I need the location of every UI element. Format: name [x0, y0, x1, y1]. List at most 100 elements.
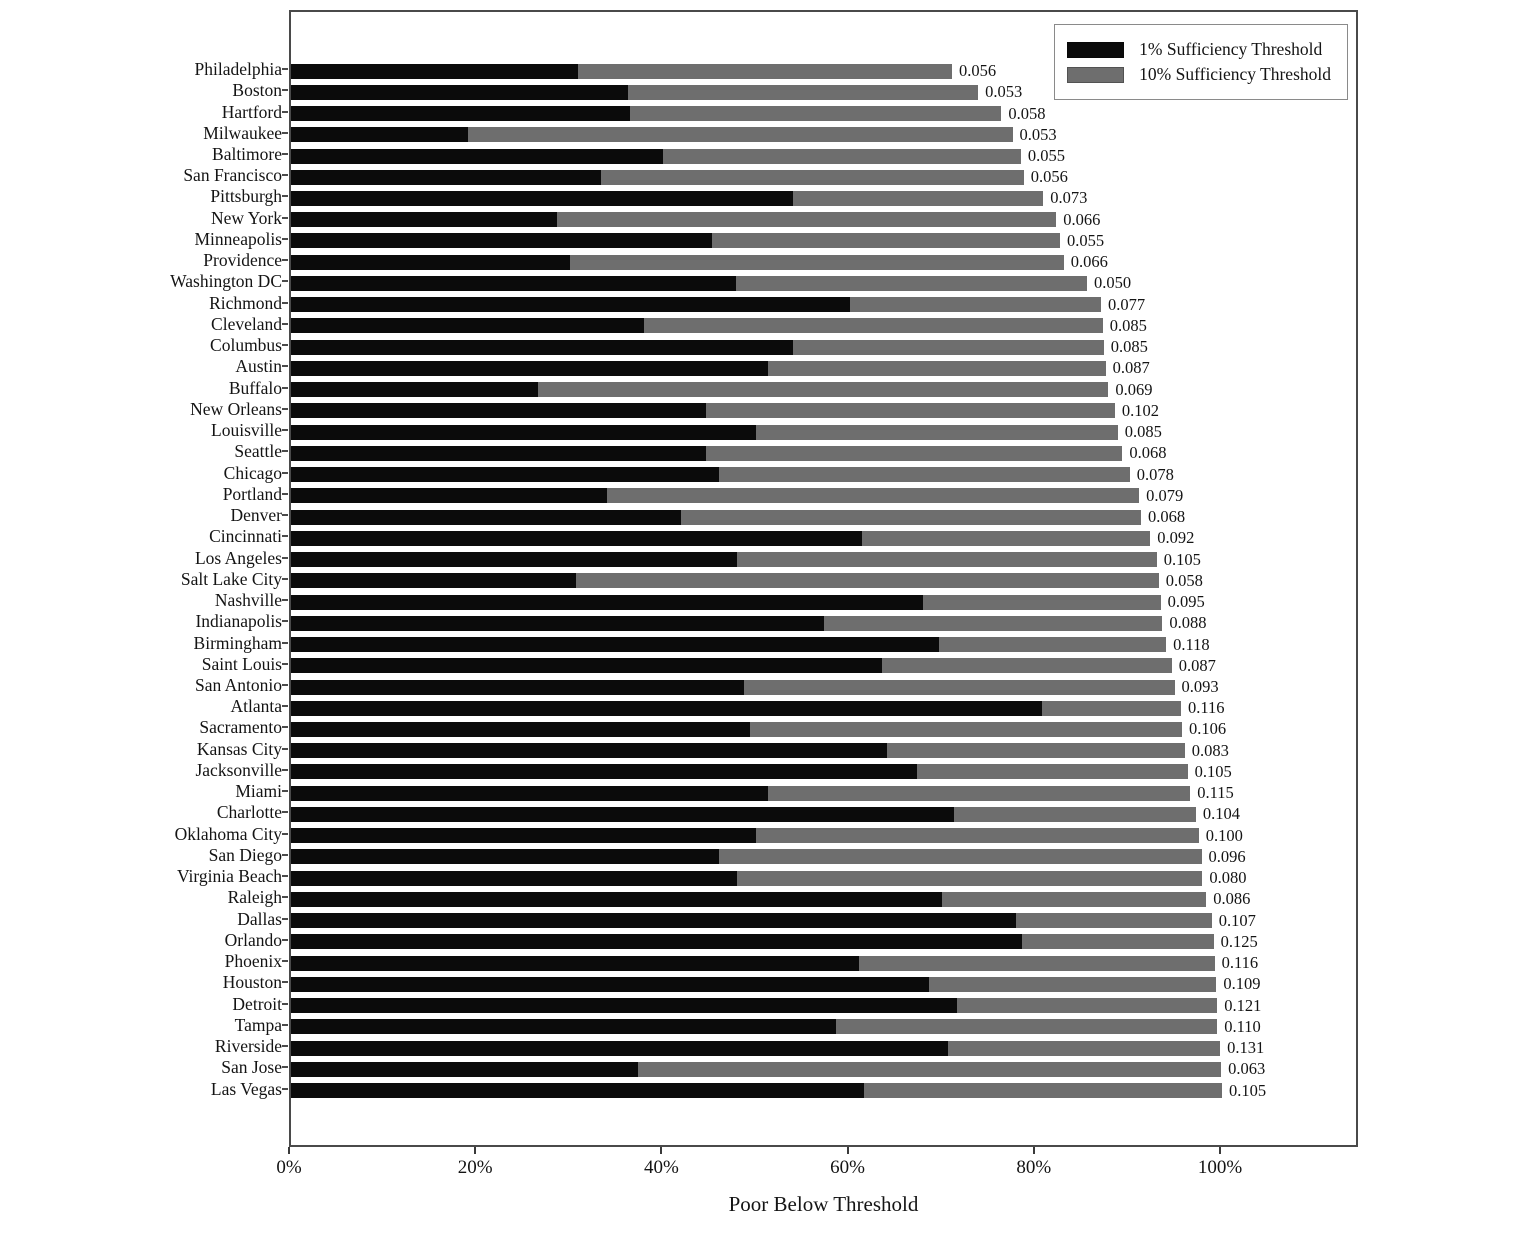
bar-1pct [291, 254, 571, 270]
bar-value-label: 0.068 [1148, 507, 1186, 526]
bar-value-label: 0.092 [1157, 528, 1195, 548]
bar-value-label: 0.056 [959, 61, 997, 80]
x-tick-label: 60% [830, 1157, 865, 1178]
category-label: Philadelphia [194, 59, 282, 79]
x-tick-label: 20% [457, 1157, 493, 1178]
category-label: New Orleans [190, 398, 282, 419]
bar-value-label: 0.069 [1115, 379, 1153, 399]
bar-1pct [291, 976, 929, 992]
bar-1pct [291, 828, 756, 844]
bar-value-label: 0.078 [1136, 464, 1174, 484]
legend-swatch [1067, 41, 1125, 58]
category-label: Portland [222, 483, 282, 504]
bar-1pct [291, 84, 628, 100]
bar-1pct [291, 573, 576, 589]
bar-1pct [291, 233, 712, 249]
bar-value-label: 0.088 [1169, 613, 1207, 633]
bar-value-label: 0.079 [1146, 485, 1184, 505]
bar-value-label: 0.105 [1194, 761, 1232, 781]
bar-value-label: 0.104 [1202, 804, 1241, 824]
bar-1pct [291, 190, 793, 206]
bar-value-label: 0.068 [1129, 443, 1167, 463]
category-tick [282, 131, 288, 134]
bar-1pct [291, 339, 793, 355]
bar-value-label: 0.085 [1109, 315, 1147, 335]
category-tick [282, 1087, 288, 1090]
bar-value-label: 0.058 [1008, 103, 1046, 123]
category-tick [282, 1066, 288, 1069]
category-tick [282, 1002, 288, 1005]
category-label: Detroit [232, 993, 282, 1014]
category-label: Austin [235, 356, 282, 377]
category-label: Birmingham [193, 632, 282, 653]
category-tick [282, 726, 288, 729]
bar-value-label: 0.106 [1189, 719, 1227, 739]
x-tick [660, 1147, 663, 1154]
bar-1pct [291, 637, 939, 652]
bar-value-label: 0.066 [1063, 209, 1101, 229]
category-label: Pittsburgh [210, 186, 282, 207]
bar-1pct [291, 106, 630, 121]
bar-1pct [291, 998, 957, 1014]
category-label: Cincinnati [209, 526, 282, 547]
x-axis-title: Poor Below Threshold [728, 1192, 919, 1216]
bar-value-label: 0.055 [1067, 230, 1105, 250]
x-tick-label: 80% [1016, 1157, 1052, 1178]
bar-value-label: 0.107 [1218, 910, 1256, 930]
bar-1pct [291, 275, 736, 291]
bar-1pct [291, 148, 664, 164]
category-label: Phoenix [224, 951, 282, 972]
bar-value-label: 0.087 [1112, 358, 1150, 378]
category-label: Charlotte [216, 802, 282, 823]
plot-area: 1% Sufficiency Threshold 10% Sufficiency … [289, 10, 1358, 1147]
x-tick [1219, 1147, 1221, 1154]
category-tick [282, 174, 288, 177]
category-tick [282, 960, 288, 963]
category-tick [282, 280, 288, 283]
bar-value-label: 0.053 [1019, 124, 1057, 144]
category-tick [282, 365, 288, 368]
bar-1pct [291, 594, 924, 610]
x-tick [474, 1147, 477, 1154]
bar-1pct [291, 509, 682, 525]
category-tick [282, 853, 288, 856]
category-tick [282, 110, 288, 113]
category-label: Riverside [214, 1036, 282, 1056]
category-tick [282, 832, 288, 835]
bar-1pct [291, 552, 737, 567]
bar-1pct [291, 488, 607, 504]
bar-value-label: 0.102 [1121, 400, 1160, 420]
x-tick [288, 1147, 290, 1154]
category-tick [282, 1045, 288, 1047]
bar-1pct [291, 700, 1043, 716]
category-tick [282, 875, 288, 878]
category-label: Atlanta [230, 696, 282, 717]
bar-value-label: 0.105 [1229, 1080, 1267, 1100]
category-tick [282, 684, 288, 686]
bar-1pct [291, 467, 720, 483]
bar-1pct [291, 1019, 836, 1035]
category-label: Cleveland [211, 313, 282, 334]
bar-1pct [291, 169, 601, 185]
bar-1pct [291, 913, 1017, 929]
category-tick [282, 237, 288, 240]
category-label: Denver [230, 505, 282, 525]
category-label: Richmond [209, 292, 282, 313]
bar-value-label: 0.093 [1181, 677, 1219, 696]
bar-1pct [291, 743, 887, 759]
bar-value-label: 0.087 [1178, 655, 1216, 675]
category-label: Los Angeles [194, 547, 282, 568]
bar-1pct [291, 679, 745, 695]
bar-1pct [291, 955, 859, 971]
bar-value-label: 0.063 [1228, 1059, 1266, 1079]
category-label: Columbus [210, 335, 282, 356]
x-tick-label: 100% [1197, 1157, 1243, 1178]
category-tick [282, 747, 288, 750]
bar-value-label: 0.116 [1188, 698, 1225, 718]
category-label: Baltimore [212, 144, 282, 164]
bar-value-label: 0.053 [985, 82, 1023, 102]
category-tick [282, 790, 288, 793]
category-tick [282, 322, 288, 325]
legend-swatch [1067, 66, 1125, 83]
category-label: Raleigh [227, 887, 282, 908]
